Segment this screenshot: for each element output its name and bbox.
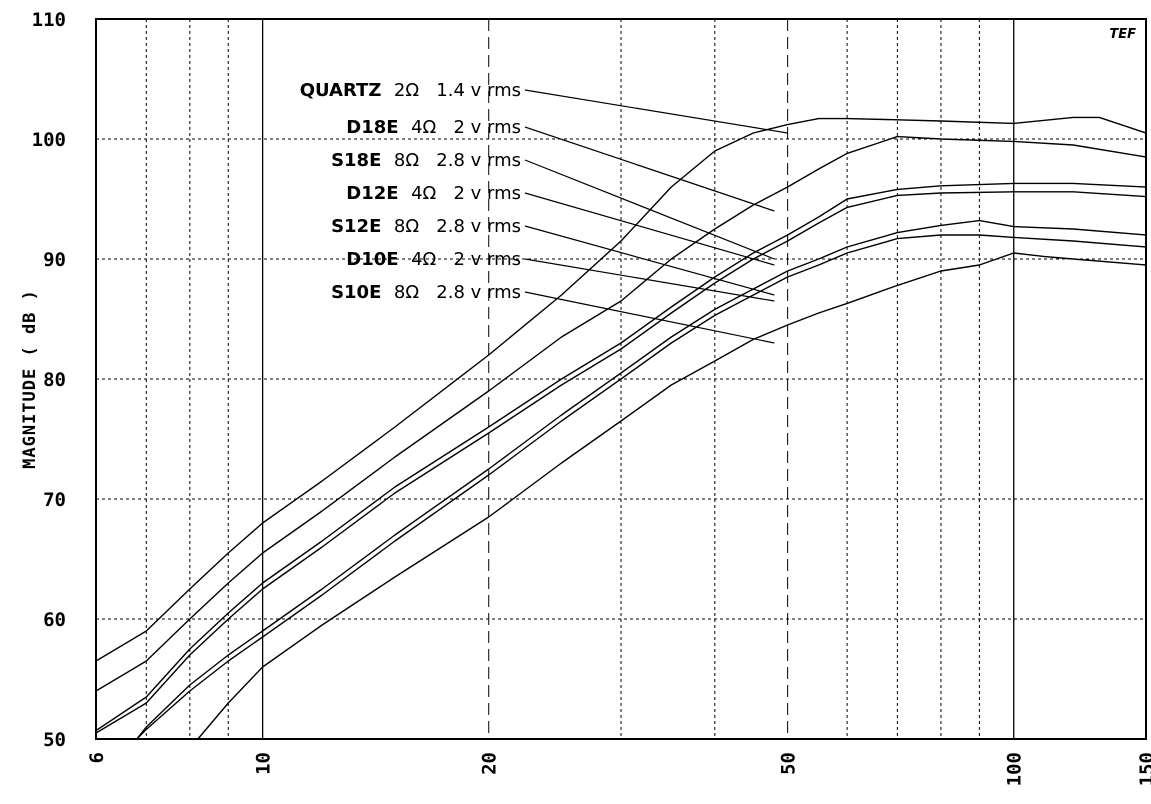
leader-line-s18e	[524, 159, 775, 260]
y-tick-labels: 50 60 70 80 90 100 110	[32, 9, 66, 751]
legend-spec: 8Ω 2.8 v rms	[394, 282, 521, 303]
legend-model: D10E	[346, 249, 411, 270]
legend-model: S18E	[331, 150, 394, 171]
legend-label: S10E 8Ω 2.8 v rms	[331, 282, 521, 303]
legend-entry-s18e: S18E 8Ω 2.8 v rms	[331, 150, 521, 171]
legend-label: D10E 4Ω 2 v rms	[346, 249, 521, 270]
legend-model: D18E	[346, 117, 411, 138]
leader-line-d18e	[524, 126, 775, 212]
legend-spec: 4Ω 2 v rms	[411, 183, 521, 204]
legend-entry-s12e: S12E 8Ω 2.8 v rms	[331, 216, 521, 237]
series-line-s12e	[136, 219, 1147, 740]
x-tick-labels: 6 10 20 50 100 150	[86, 752, 1151, 786]
legend-entry-s10e: S10E 8Ω 2.8 v rms	[331, 282, 521, 303]
x-tick-6: 6	[86, 752, 108, 763]
legend-leader-lines	[524, 89, 788, 344]
legend-label: D12E 4Ω 2 v rms	[346, 183, 521, 204]
y-tick-90: 90	[43, 249, 66, 271]
tef-logo: TEF	[1109, 27, 1136, 42]
legend-entry-d18e: D18E 4Ω 2 v rms	[346, 117, 521, 138]
legend-spec: 8Ω 2.8 v rms	[394, 216, 521, 237]
legend-entry-quartz: QUARTZ 2Ω 1.4 v rms	[300, 80, 521, 101]
curves	[95, 116, 1147, 740]
legend-label: D18E 4Ω 2 v rms	[346, 117, 521, 138]
legend-model: QUARTZ	[300, 80, 394, 101]
y-axis-label: MAGNITUDE ( dB )	[20, 289, 40, 469]
y-tick-110: 110	[32, 9, 66, 31]
leader-line-d10e	[524, 258, 775, 302]
y-tick-70: 70	[43, 489, 66, 511]
leader-line-quartz	[524, 89, 788, 134]
series-line-d18e	[95, 135, 1147, 692]
series-line-d10e	[136, 234, 1147, 740]
plot-frame	[95, 18, 1147, 740]
y-tick-80: 80	[43, 369, 66, 391]
legend-entry-d10e: D10E 4Ω 2 v rms	[346, 249, 521, 270]
x-tick-50: 50	[778, 752, 800, 775]
leader-line-s10e	[524, 291, 775, 344]
legend-spec: 8Ω 2.8 v rms	[394, 150, 521, 171]
legend-entry-d12e: D12E 4Ω 2 v rms	[346, 183, 521, 204]
legend: QUARTZ 2Ω 1.4 v rms D18E 4Ω 2 v rms S18E 8…	[300, 80, 521, 303]
legend-label: S12E 8Ω 2.8 v rms	[331, 216, 521, 237]
x-tick-100: 100	[1004, 752, 1026, 786]
legend-label: QUARTZ 2Ω 1.4 v rms	[300, 80, 521, 101]
series-line-quartz	[95, 116, 1147, 662]
legend-spec: 2Ω 1.4 v rms	[394, 80, 521, 101]
y-tick-50: 50	[43, 729, 66, 751]
legend-model: S12E	[331, 216, 394, 237]
leader-line-d12e	[524, 192, 775, 266]
legend-model: S10E	[331, 282, 394, 303]
y-tick-60: 60	[43, 609, 66, 631]
x-tick-150: 150	[1136, 752, 1151, 786]
y-tick-100: 100	[32, 129, 66, 151]
series-line-s18e	[95, 182, 1147, 732]
x-tick-20: 20	[479, 752, 501, 775]
leader-line-s12e	[524, 225, 775, 296]
legend-spec: 4Ω 2 v rms	[411, 117, 521, 138]
legend-label: S18E 8Ω 2.8 v rms	[331, 150, 521, 171]
series-line-s10e	[197, 252, 1147, 740]
legend-model: D12E	[346, 183, 411, 204]
series-line-d12e	[95, 191, 1147, 734]
legend-spec: 4Ω 2 v rms	[411, 249, 521, 270]
x-tick-10: 10	[253, 752, 275, 775]
